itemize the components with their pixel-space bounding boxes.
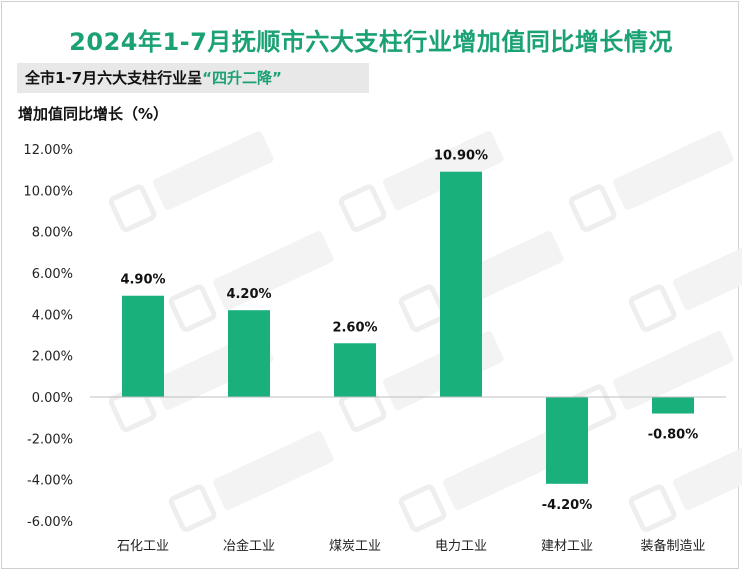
- subtitle-box: 全市1-7月六大支柱行业呈“四升二降”: [17, 63, 369, 93]
- y-tick-label: -2.00%: [27, 432, 73, 447]
- watermark-mark: [568, 331, 734, 432]
- data-label: 4.90%: [120, 273, 165, 288]
- watermark-mark: [398, 431, 564, 532]
- y-tick-label: 10.00%: [23, 184, 73, 199]
- watermark-mark: [628, 231, 742, 332]
- watermark-mark: [398, 231, 564, 332]
- watermark-mark: [568, 131, 734, 232]
- y-tick-label: 12.00%: [23, 143, 73, 158]
- data-label: -0.80%: [648, 428, 699, 443]
- bar: [334, 343, 376, 397]
- watermark-mark: [338, 131, 504, 232]
- watermark-mark: [108, 131, 274, 232]
- y-tick-label: -6.00%: [27, 515, 73, 530]
- y-tick-label: 2.00%: [32, 350, 73, 365]
- y-tick-label: 8.00%: [32, 226, 73, 241]
- bar: [652, 397, 694, 414]
- y-tick-label: -4.00%: [27, 474, 73, 489]
- watermark-mark: [168, 431, 334, 532]
- y-axis-label: 增加值同比增长（%）: [18, 105, 169, 123]
- x-category-label: 石化工业: [117, 539, 169, 554]
- x-category-label: 电力工业: [435, 539, 487, 554]
- y-tick-label: 0.00%: [32, 391, 73, 406]
- x-category-label: 冶金工业: [223, 538, 275, 554]
- bar: [546, 397, 588, 484]
- data-label: -4.20%: [542, 498, 593, 513]
- data-label: 2.60%: [332, 320, 377, 335]
- data-label: 4.20%: [226, 287, 271, 302]
- y-tick-label: 4.00%: [32, 308, 73, 323]
- bar: [228, 310, 270, 397]
- x-category-label: 装备制造业: [640, 538, 705, 554]
- subtitle-highlight: “四升二降”: [202, 69, 282, 87]
- data-label: 10.90%: [434, 149, 488, 164]
- watermark-mark: [168, 231, 334, 332]
- x-category-label: 建材工业: [541, 539, 593, 554]
- y-tick-label: 6.00%: [32, 267, 73, 282]
- x-category-label: 煤炭工业: [329, 539, 381, 554]
- chart-title: 2024年1-7月抚顺市六大支柱行业增加值同比增长情况: [69, 28, 673, 56]
- watermark-mark: [628, 431, 742, 532]
- bar: [122, 295, 164, 397]
- subtitle-text: 全市1-7月六大支柱行业呈: [25, 69, 203, 87]
- bar: [440, 171, 482, 397]
